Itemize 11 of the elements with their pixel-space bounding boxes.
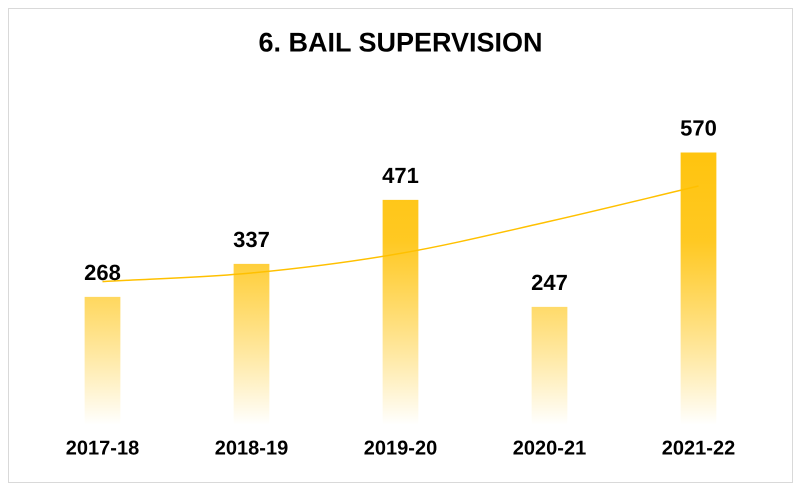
x-tick-label: 2019-20 <box>364 438 438 460</box>
data-label: 471 <box>382 162 419 188</box>
x-tick-label: 2018-19 <box>214 438 288 460</box>
x-tick-label: 2017-18 <box>66 438 140 460</box>
data-label: 247 <box>531 270 568 295</box>
data-label: 337 <box>233 226 270 252</box>
data-label: 268 <box>84 260 121 285</box>
x-tick-label: 2021-22 <box>662 438 736 460</box>
chart-title: 6. BAIL SUPERVISION <box>258 28 543 58</box>
data-label: 570 <box>680 116 717 141</box>
x-tick-label: 2020-21 <box>512 438 586 460</box>
